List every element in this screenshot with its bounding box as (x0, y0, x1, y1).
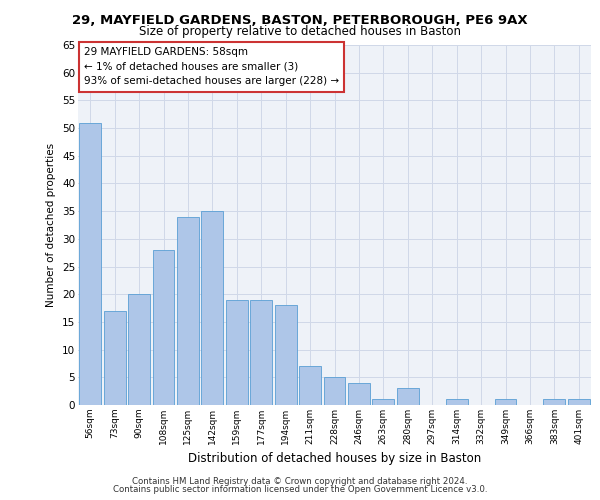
Bar (494, 400, 517, 405)
Bar (104, 311, 125, 405)
Bar (446, 400, 467, 405)
Bar (250, 300, 272, 405)
Bar (226, 300, 248, 405)
Bar (152, 250, 175, 405)
Text: Size of property relative to detached houses in Baston: Size of property relative to detached ho… (139, 25, 461, 38)
Text: Contains HM Land Registry data © Crown copyright and database right 2024.: Contains HM Land Registry data © Crown c… (132, 477, 468, 486)
Text: 29 MAYFIELD GARDENS: 58sqm
← 1% of detached houses are smaller (3)
93% of semi-d: 29 MAYFIELD GARDENS: 58sqm ← 1% of detac… (84, 47, 339, 86)
Bar (79, 122, 101, 405)
Bar (373, 400, 394, 405)
Bar (323, 378, 346, 405)
Bar (128, 294, 150, 405)
Bar (348, 383, 370, 405)
Bar (177, 216, 199, 405)
Bar (275, 306, 296, 405)
Bar (568, 400, 590, 405)
Bar (299, 366, 321, 405)
X-axis label: Distribution of detached houses by size in Baston: Distribution of detached houses by size … (188, 452, 481, 466)
Text: 29, MAYFIELD GARDENS, BASTON, PETERBOROUGH, PE6 9AX: 29, MAYFIELD GARDENS, BASTON, PETERBOROU… (72, 14, 528, 27)
Bar (202, 211, 223, 405)
Bar (397, 388, 419, 405)
Bar (544, 400, 565, 405)
Text: Contains public sector information licensed under the Open Government Licence v3: Contains public sector information licen… (113, 485, 487, 494)
Y-axis label: Number of detached properties: Number of detached properties (46, 143, 56, 307)
